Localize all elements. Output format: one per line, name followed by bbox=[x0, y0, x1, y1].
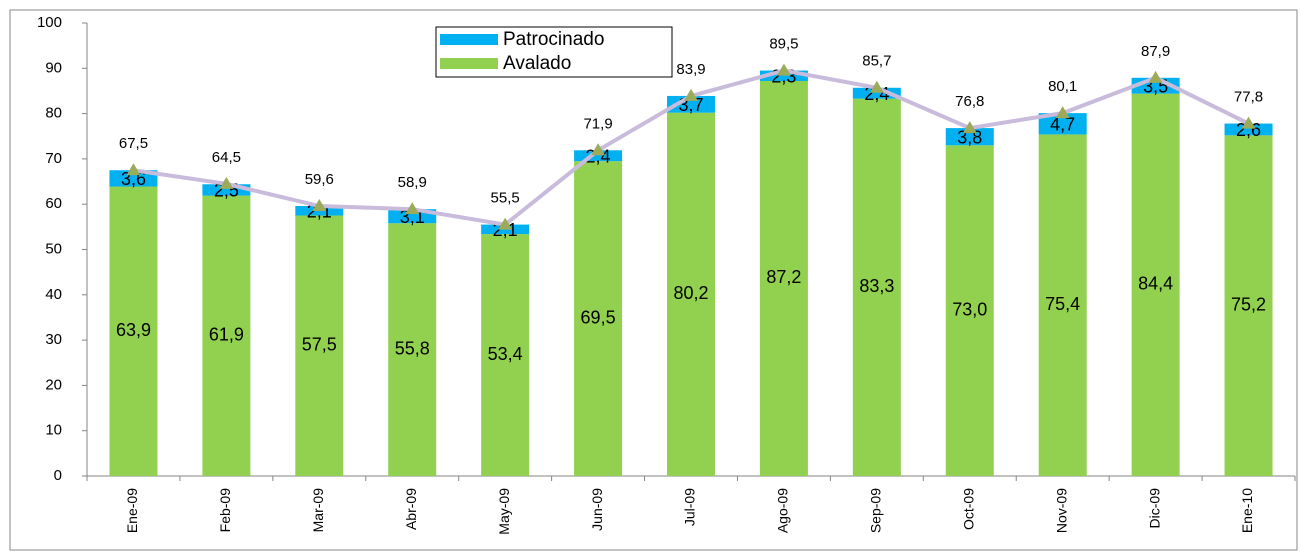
y-tick-label: 10 bbox=[45, 422, 62, 439]
bar-segment bbox=[574, 150, 623, 162]
legend-swatch bbox=[440, 34, 498, 45]
value-label: 75,2 bbox=[1231, 294, 1266, 314]
legend-label: Patrocinado bbox=[503, 29, 604, 50]
x-tick-label: Nov-09 bbox=[1053, 488, 1069, 533]
value-label: 61,9 bbox=[209, 325, 244, 345]
bar-segment bbox=[759, 80, 808, 476]
bar-segment bbox=[388, 223, 437, 476]
total-label: 89,5 bbox=[769, 36, 798, 53]
value-label: 73,0 bbox=[952, 299, 987, 319]
y-tick-label: 100 bbox=[37, 14, 62, 31]
bar-segment bbox=[1131, 93, 1180, 476]
legend-label: Avalado bbox=[503, 53, 571, 74]
value-label: 57,5 bbox=[302, 335, 337, 355]
total-label: 85,7 bbox=[862, 53, 891, 70]
x-tick-label: May-09 bbox=[496, 488, 512, 535]
value-label: 69,5 bbox=[581, 307, 616, 327]
total-label: 80,1 bbox=[1048, 78, 1077, 95]
bar-segment bbox=[295, 215, 344, 476]
total-label: 58,9 bbox=[398, 174, 427, 191]
y-tick-label: 70 bbox=[45, 150, 62, 167]
total-label: 55,5 bbox=[491, 190, 520, 207]
line-marker bbox=[962, 121, 977, 134]
value-label: 2,4 bbox=[586, 146, 611, 166]
value-label: 55,8 bbox=[395, 338, 430, 358]
bar-segment bbox=[667, 112, 715, 476]
total-label: 76,8 bbox=[955, 93, 984, 110]
y-tick-label: 30 bbox=[45, 331, 62, 348]
value-label: 63,9 bbox=[116, 320, 151, 340]
line-marker bbox=[684, 88, 698, 101]
value-label: 4,7 bbox=[1050, 115, 1075, 135]
y-tick-label: 20 bbox=[45, 376, 62, 393]
y-tick-label: 80 bbox=[45, 105, 62, 122]
line-marker bbox=[219, 176, 234, 189]
line-marker bbox=[1148, 70, 1163, 83]
total-label: 59,6 bbox=[305, 171, 334, 188]
line-marker bbox=[405, 202, 420, 215]
value-label: 2,6 bbox=[1236, 120, 1261, 140]
x-tick-label: Abr-09 bbox=[403, 488, 419, 530]
x-tick-label: Jun-09 bbox=[589, 488, 605, 531]
bar-segment bbox=[574, 161, 623, 477]
x-tick-label: Jul-09 bbox=[682, 488, 698, 526]
total-label: 67,5 bbox=[119, 135, 148, 152]
bar-segment bbox=[759, 70, 808, 81]
line-marker bbox=[1055, 106, 1070, 119]
y-tick-label: 40 bbox=[45, 286, 62, 303]
value-label: 87,2 bbox=[766, 267, 801, 287]
legend-swatch bbox=[440, 58, 498, 69]
x-tick-label: Ene-09 bbox=[124, 488, 140, 533]
line-marker bbox=[869, 80, 884, 93]
bar-segment bbox=[1224, 123, 1273, 136]
y-tick-label: 90 bbox=[45, 59, 62, 76]
x-tick-label: Dic-09 bbox=[1146, 488, 1162, 529]
x-tick-label: Feb-09 bbox=[217, 488, 233, 533]
bar-segment bbox=[852, 98, 901, 476]
x-tick-label: Ene-10 bbox=[1239, 488, 1255, 533]
bar-segment bbox=[1038, 134, 1087, 477]
y-tick-label: 0 bbox=[54, 467, 62, 484]
total-label: 87,9 bbox=[1141, 43, 1170, 60]
value-label: 84,4 bbox=[1138, 274, 1173, 294]
bar-segment bbox=[1038, 113, 1087, 135]
total-label: 64,5 bbox=[212, 149, 241, 166]
x-tick-label: Oct-09 bbox=[960, 488, 976, 530]
line-marker bbox=[312, 199, 327, 212]
x-tick-label: Ago-09 bbox=[775, 488, 791, 533]
y-tick-label: 50 bbox=[45, 240, 62, 257]
x-tick-label: Sep-09 bbox=[868, 488, 884, 533]
value-label: 83,3 bbox=[859, 276, 894, 296]
bar-segment bbox=[945, 145, 994, 476]
bar-segment bbox=[481, 234, 530, 476]
bar-segment bbox=[667, 95, 715, 113]
y-tick-label: 60 bbox=[45, 195, 62, 212]
bar-segment bbox=[202, 184, 251, 196]
bar-segment bbox=[109, 186, 158, 476]
x-tick-label: Mar-09 bbox=[310, 488, 326, 533]
bar-segment bbox=[109, 170, 158, 187]
line-marker bbox=[591, 143, 606, 156]
value-label: 80,2 bbox=[673, 283, 708, 303]
bar-segment bbox=[1224, 135, 1273, 476]
bar-segment bbox=[945, 128, 994, 146]
value-label: 75,4 bbox=[1045, 294, 1080, 314]
bar-segment bbox=[852, 87, 901, 99]
line-marker bbox=[126, 163, 141, 176]
line-marker bbox=[1241, 116, 1256, 129]
line-marker bbox=[776, 63, 791, 76]
line-marker bbox=[498, 217, 513, 230]
total-label: 71,9 bbox=[583, 115, 612, 132]
value-label: 53,4 bbox=[488, 344, 523, 364]
total-label: 83,9 bbox=[676, 61, 705, 78]
bar-segment bbox=[202, 195, 251, 476]
total-label: 77,8 bbox=[1234, 89, 1263, 106]
